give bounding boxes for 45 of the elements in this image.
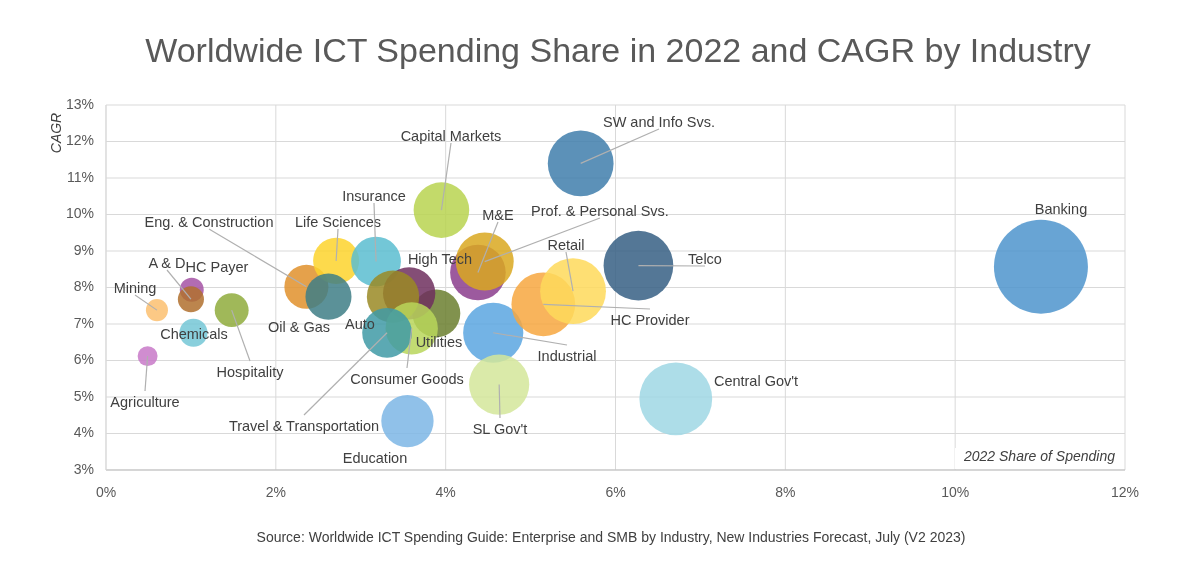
series-label: Education: [342, 449, 408, 466]
series-label: A & D: [148, 254, 186, 271]
series-label: SW and Info Svs.: [602, 113, 716, 130]
y-tick-label: 11%: [67, 168, 94, 185]
y-tick-label: 4%: [73, 424, 94, 441]
text: Insurance: [342, 187, 406, 204]
y-tick-label: 13%: [65, 95, 94, 112]
chart-title: Worldwide ICT Spending Share in 2022 and CAGR by Industry: [145, 31, 1091, 69]
x-axis-title: 2022 Share of Spending: [962, 448, 1116, 464]
series-label: Mining: [113, 279, 157, 296]
source-note: Source: Worldwide ICT Spending Guide: Enterprise and SMB by Industry, New Industries Forecast, July (V2 2023): [256, 529, 966, 545]
text: Hospitality: [216, 363, 285, 380]
series-label: SL Gov't: [472, 420, 528, 437]
text: Agriculture: [110, 393, 180, 410]
x-tick-label: 12%: [1110, 484, 1140, 500]
y-tick-label: 8%: [73, 278, 94, 295]
series-label: HC Payer: [185, 258, 249, 275]
y-tick-label: 6%: [73, 351, 94, 368]
series-label: M&E: [482, 206, 515, 223]
x-tick-label: 2%: [265, 484, 286, 500]
series-label: Telco: [688, 250, 722, 267]
y-tick-label: 5%: [73, 387, 94, 404]
series-label: Industrial: [537, 347, 597, 364]
series-label: Retail: [547, 236, 585, 253]
x-tick-label: 6%: [605, 484, 626, 500]
y-tick-label: 12%: [65, 132, 94, 149]
series-label: Consumer Goods: [350, 370, 464, 387]
series-label: Banking: [1034, 200, 1088, 217]
y-tick-label: 7%: [73, 314, 94, 331]
y-tick-label: 9%: [73, 241, 94, 258]
y-axis-title: CAGR: [48, 112, 64, 154]
x-tick-label: 8%: [775, 484, 796, 500]
text: Eng. & Construction: [144, 213, 274, 230]
text: Capital Markets: [400, 127, 502, 144]
series-label: Oil & Gas: [267, 318, 331, 335]
x-tick-label: 0%: [95, 484, 117, 500]
series-label: Life Sciences: [294, 213, 382, 230]
series-label: Central Gov't: [713, 372, 799, 389]
y-tick-label: 10%: [65, 205, 94, 222]
y-tick-label: 3%: [73, 460, 94, 477]
text: HC Provider: [610, 311, 690, 328]
x-tick-label: 10%: [941, 484, 970, 500]
text: Prof. & Personal Svs.: [531, 202, 669, 219]
text: Travel & Transportation: [228, 417, 380, 434]
x-tick-label: 4%: [435, 484, 456, 500]
